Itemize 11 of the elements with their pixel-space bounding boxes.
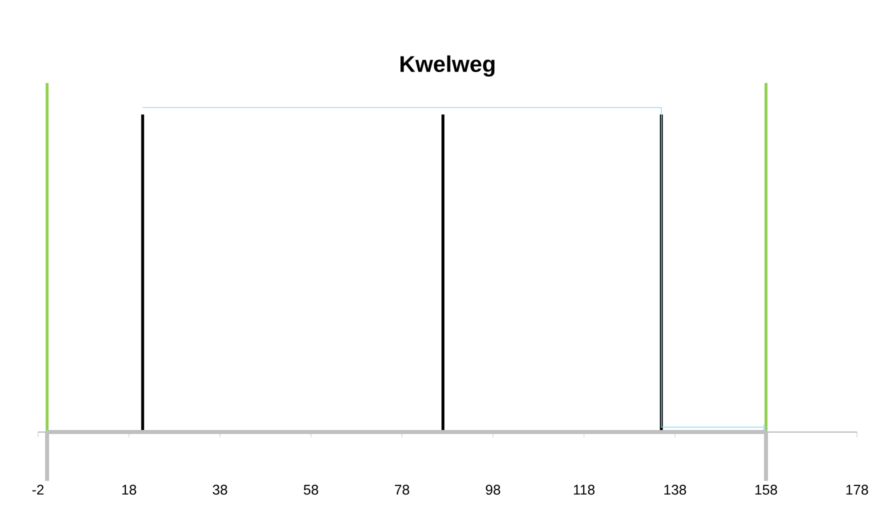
x-tick-label: 58 xyxy=(304,484,318,495)
x-tick-label: 38 xyxy=(212,484,228,495)
x-tick-label: 98 xyxy=(486,484,500,495)
x-tick-label: 178 xyxy=(846,484,868,495)
x-tick-label: 138 xyxy=(664,484,686,495)
x-tick-label: 18 xyxy=(122,484,136,495)
chart-title: Kwelweg xyxy=(400,55,494,77)
x-tick-label: 78 xyxy=(394,484,410,495)
x-tick-label: 158 xyxy=(755,484,778,495)
x-tick-label: 118 xyxy=(574,484,595,495)
x-tick-label: -2 xyxy=(32,484,44,495)
